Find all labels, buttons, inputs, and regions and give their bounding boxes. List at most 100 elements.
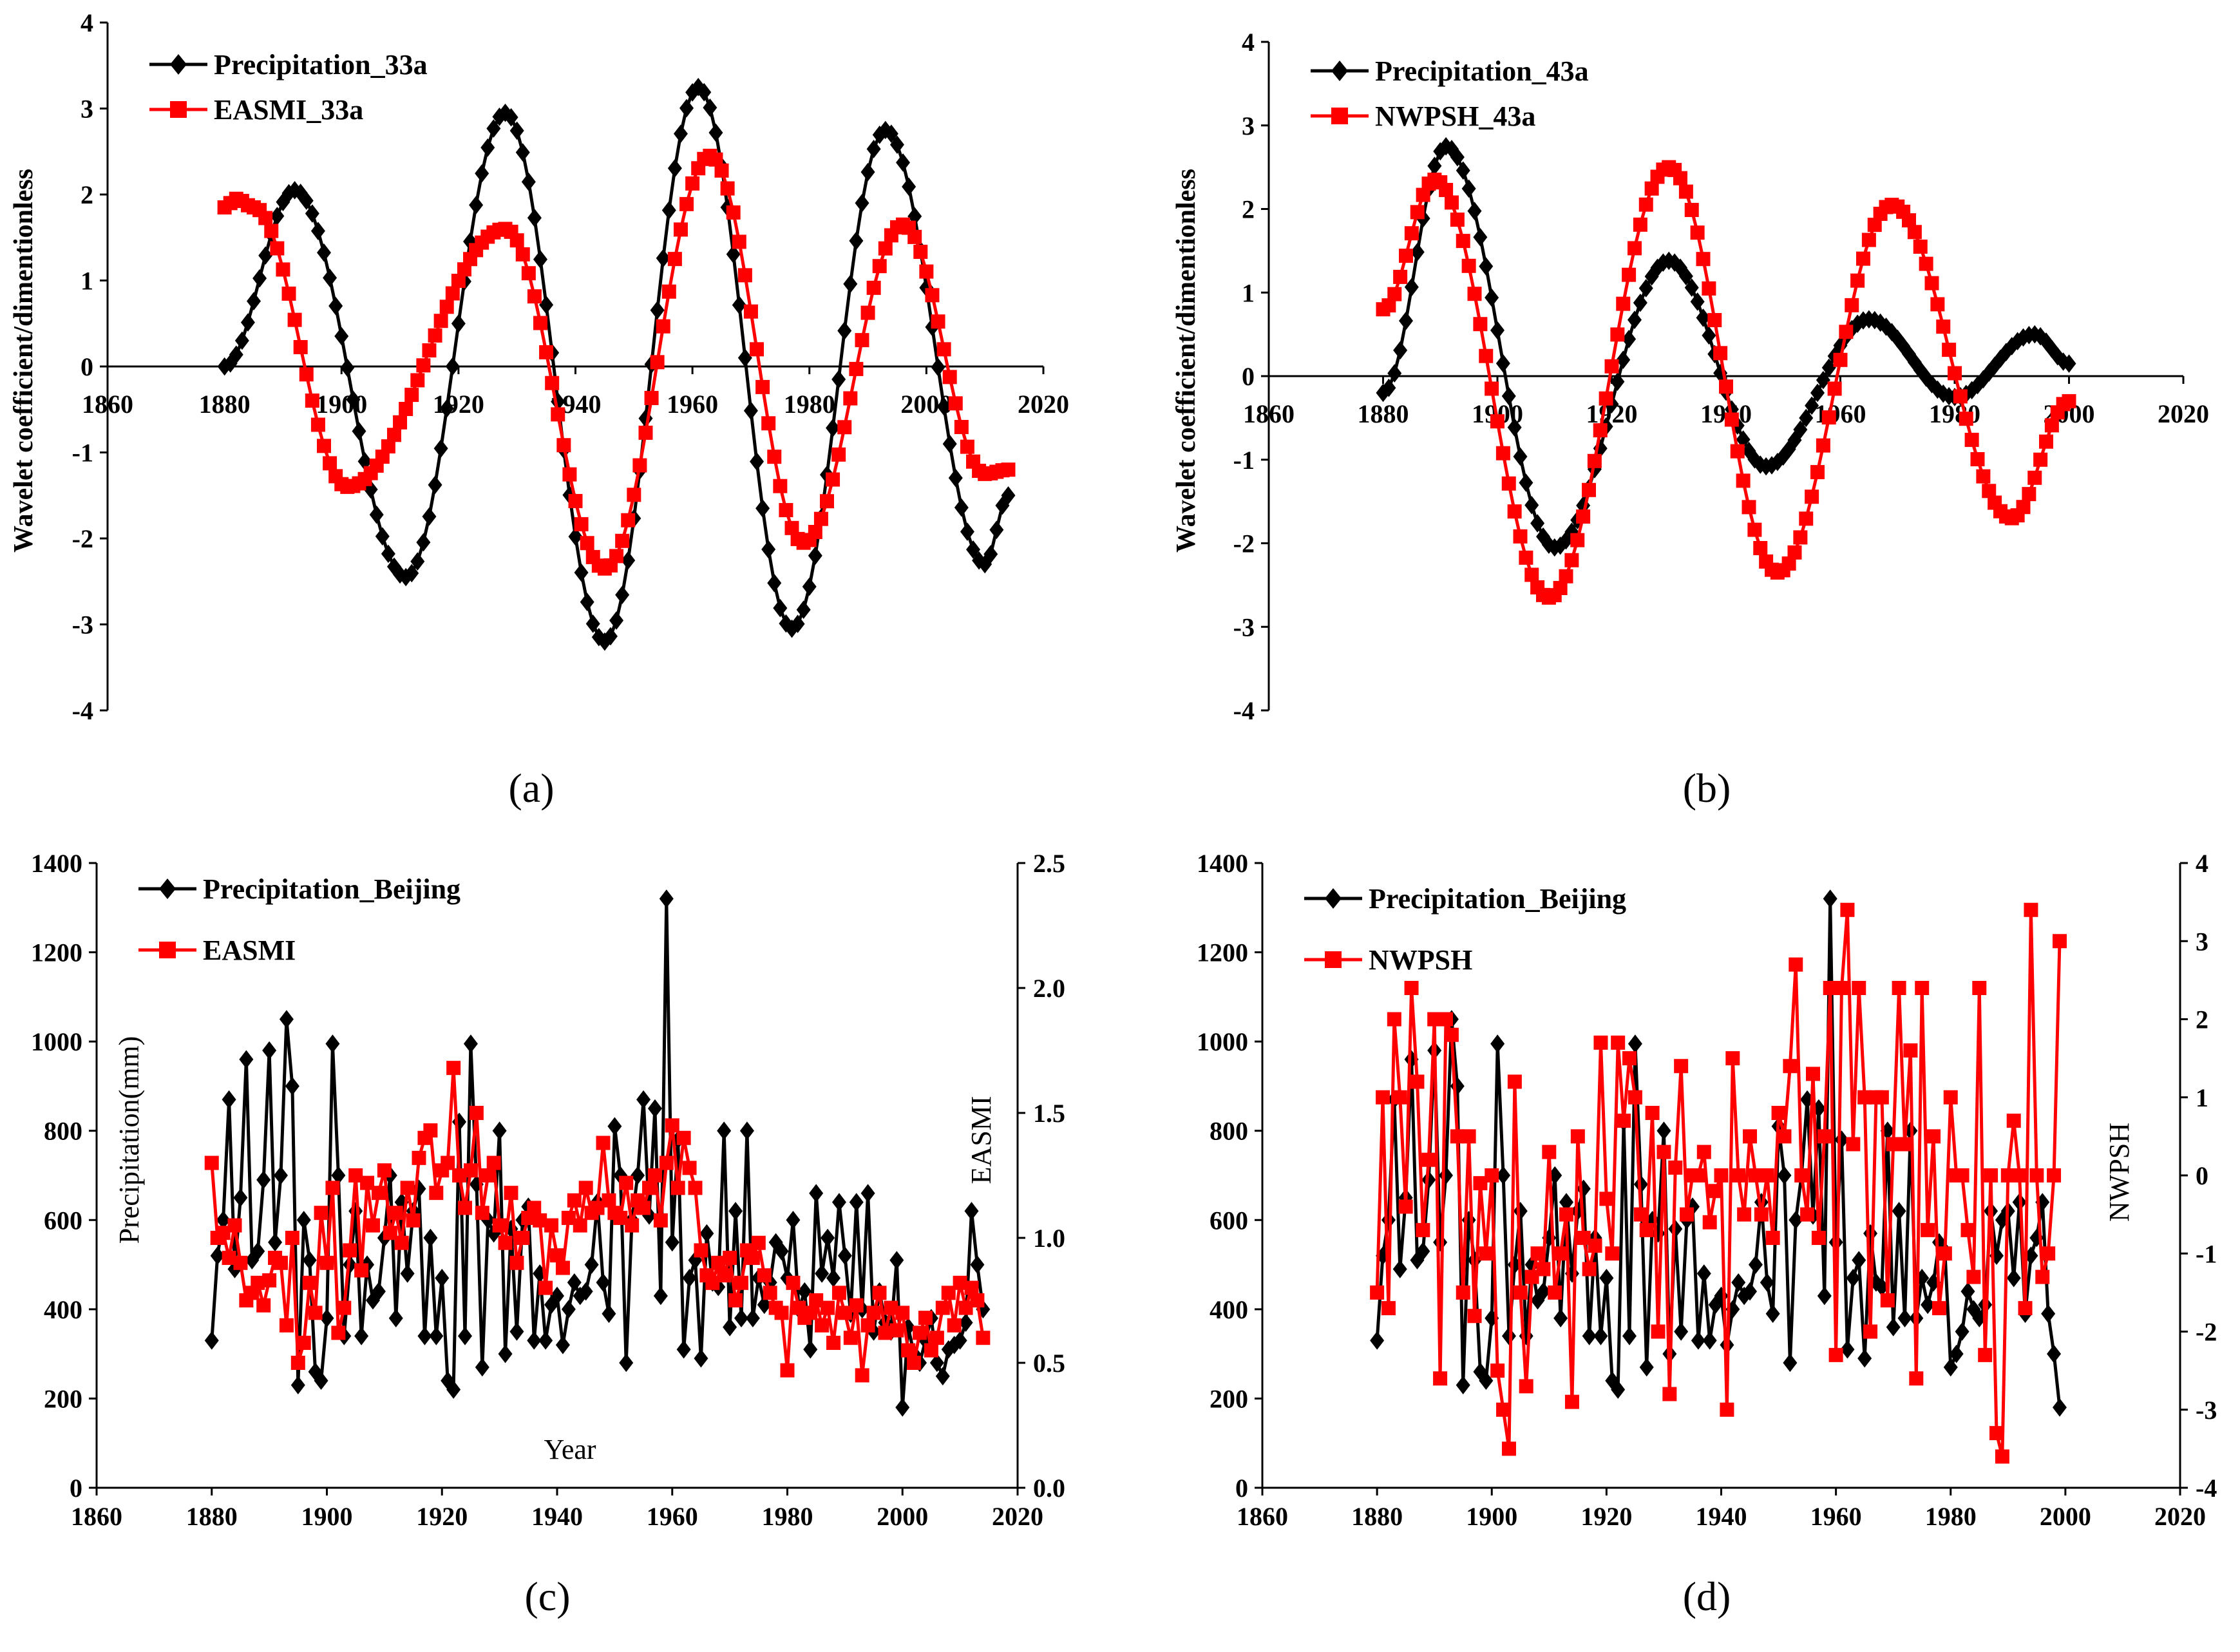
data-point	[539, 345, 554, 359]
data-point	[855, 193, 869, 213]
data-point	[1445, 140, 1459, 158]
data-point	[1479, 257, 1494, 276]
data-point	[918, 1311, 933, 1325]
panel-label: (a)	[508, 765, 554, 811]
y2-tick-label: 0.5	[1033, 1349, 1065, 1378]
data-point	[2044, 418, 2059, 433]
data-point	[412, 1150, 426, 1165]
y2-tick-label: 0.0	[1033, 1474, 1065, 1503]
data-point	[1702, 326, 1716, 345]
data-point	[826, 419, 840, 437]
data-point	[2029, 1168, 2044, 1182]
data-point	[1861, 233, 1876, 247]
data-point	[406, 1213, 421, 1228]
data-point	[682, 1269, 697, 1287]
legend-marker	[1325, 888, 1342, 909]
series-line	[1375, 909, 2062, 1457]
data-point	[826, 1269, 840, 1287]
data-point	[357, 452, 372, 471]
data-point	[1919, 256, 1933, 271]
data-point	[1461, 1129, 1476, 1144]
data-point	[492, 1218, 507, 1233]
data-point	[802, 577, 817, 596]
data-point	[435, 1269, 450, 1287]
data-point	[636, 1090, 651, 1109]
data-point	[285, 1231, 299, 1245]
data-point	[325, 1034, 340, 1053]
data-point	[607, 1117, 622, 1136]
data-point	[290, 1356, 305, 1370]
y2-tick-label: 2	[2196, 1005, 2208, 1034]
legend-marker	[159, 942, 176, 958]
data-point	[767, 574, 782, 593]
data-point	[872, 126, 887, 144]
data-point	[734, 1309, 748, 1328]
data-point	[1840, 902, 1855, 917]
data-point	[661, 201, 676, 220]
data-point	[913, 244, 928, 259]
data-point	[673, 222, 688, 237]
data-point	[445, 286, 460, 301]
data-point	[924, 1343, 938, 1358]
data-point	[1439, 1166, 1453, 1185]
data-point	[1846, 1269, 1861, 1287]
data-point	[281, 286, 296, 301]
data-point	[480, 1168, 495, 1182]
data-point	[416, 358, 431, 373]
y-tick-label: 200	[1210, 1384, 1248, 1413]
data-point	[676, 1130, 691, 1145]
data-point	[1736, 473, 1751, 488]
data-point	[1610, 372, 1625, 391]
data-point	[889, 1323, 904, 1338]
legend-marker	[1325, 951, 1342, 968]
data-point	[685, 176, 700, 191]
data-point	[296, 1335, 311, 1350]
data-point	[239, 1050, 254, 1069]
data-point	[918, 1331, 933, 1350]
data-point	[314, 1371, 328, 1391]
data-point	[1461, 1210, 1476, 1230]
data-point	[458, 1327, 472, 1345]
data-point	[1789, 1210, 1803, 1230]
data-point	[561, 1210, 576, 1225]
legend-label: Precipitation_Beijing	[1369, 883, 1626, 915]
data-point	[258, 211, 273, 225]
data-point	[1622, 1327, 1637, 1345]
legend-marker	[159, 878, 176, 899]
data-point	[1806, 1067, 1820, 1081]
data-point	[1674, 1322, 1689, 1341]
data-point	[1570, 533, 1585, 547]
data-point	[539, 296, 554, 314]
data-point	[1456, 161, 1470, 180]
panel-label: (c)	[524, 1573, 570, 1619]
data-point	[1948, 366, 1962, 381]
data-point	[210, 1246, 225, 1266]
data-point	[1559, 1193, 1574, 1211]
data-point	[2022, 487, 2036, 502]
data-point	[551, 392, 565, 411]
data-point	[1787, 431, 1802, 450]
x-tick-label: 1880	[186, 1502, 238, 1531]
data-point	[340, 358, 355, 377]
data-point	[2047, 1168, 2062, 1182]
data-point	[567, 1193, 582, 1208]
y-tick-label: 1400	[1197, 849, 1248, 878]
data-point	[1724, 412, 1739, 427]
data-point	[422, 507, 437, 526]
y-tick-label: 2	[1242, 195, 1255, 224]
data-point	[475, 164, 489, 183]
data-point	[1490, 1363, 1505, 1378]
data-point	[1370, 1285, 1385, 1300]
data-point	[831, 1286, 846, 1300]
data-point	[1731, 1273, 1746, 1292]
data-point	[602, 1304, 616, 1324]
data-point	[694, 1349, 708, 1368]
data-point	[1570, 1129, 1585, 1144]
data-point	[743, 401, 758, 420]
data-point	[647, 1168, 662, 1182]
data-point	[796, 600, 811, 620]
data-point	[1633, 293, 1647, 312]
data-point	[1445, 195, 1459, 210]
data-point	[1622, 267, 1637, 282]
data-point	[1461, 258, 1476, 273]
